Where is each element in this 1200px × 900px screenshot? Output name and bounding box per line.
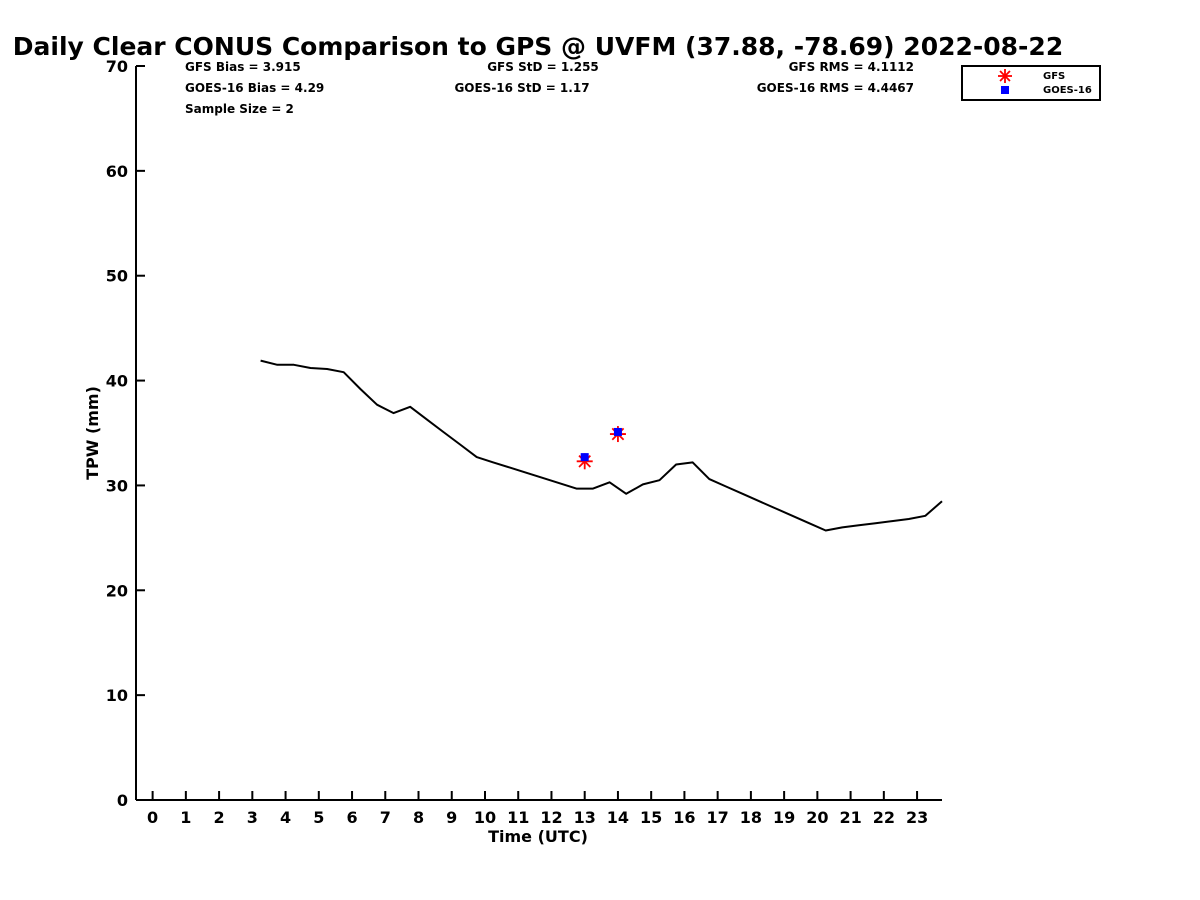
- legend-goes16-marker: [1001, 86, 1009, 94]
- x-tick-label: 19: [773, 808, 795, 827]
- x-tick-label: 14: [607, 808, 629, 827]
- x-tick-label: 6: [346, 808, 357, 827]
- gps-line: [260, 359, 943, 532]
- x-tick-label: 0: [147, 808, 158, 827]
- x-tick-label: 9: [446, 808, 457, 827]
- x-tick-label: 18: [740, 808, 762, 827]
- y-tick-label: 0: [117, 791, 128, 810]
- x-axis-label: Time (UTC): [488, 827, 588, 846]
- x-tick-label: 5: [313, 808, 324, 827]
- marker-series: [576, 426, 626, 470]
- x-tick-label: 17: [707, 808, 729, 827]
- x-tick-label: 4: [280, 808, 291, 827]
- legend-items: GFS GOES-16: [998, 69, 1092, 96]
- legend-gfs-marker: [998, 69, 1012, 83]
- axes: [135, 66, 942, 801]
- x-tick-label: 2: [214, 808, 225, 827]
- x-tick-label: 22: [873, 808, 895, 827]
- goes-std-stat: GOES-16 StD = 1.17: [454, 81, 589, 95]
- x-tick-label: 1: [180, 808, 191, 827]
- y-tick-label: 30: [106, 476, 128, 495]
- x-tick-label: 10: [474, 808, 496, 827]
- x-tick-label: 7: [380, 808, 391, 827]
- y-axis-label: TPW (mm): [83, 386, 102, 480]
- y-tick-label: 60: [106, 162, 128, 181]
- x-tick-label: 16: [673, 808, 695, 827]
- legend: GFS GOES-16: [961, 65, 1101, 101]
- y-tick-label: 70: [106, 57, 128, 76]
- goes16-point: [580, 453, 589, 462]
- y-tick-label: 10: [106, 686, 128, 705]
- x-tick-label: 15: [640, 808, 662, 827]
- x-tick-label: 23: [906, 808, 928, 827]
- axis-ticks: 0 1 2 3 4 5 6 7 8 9 10 11 12 13 14 15 16 17 18 19 20 21 22 2301…: [106, 57, 928, 827]
- gfs-bias-stat: GFS Bias = 3.915: [185, 60, 301, 74]
- gfs-std-stat: GFS StD = 1.255: [487, 60, 599, 74]
- y-tick-label: 20: [106, 581, 128, 600]
- x-tick-label: 21: [839, 808, 861, 827]
- legend-box: [961, 65, 1101, 101]
- gfs-rms-stat: GFS RMS = 4.1112: [789, 60, 914, 74]
- x-tick-label: 11: [507, 808, 529, 827]
- x-tick-label: 3: [247, 808, 258, 827]
- legend-gfs-label: GFS: [1043, 71, 1065, 82]
- x-tick-label: 13: [574, 808, 596, 827]
- goes16-point: [613, 427, 622, 436]
- gps-line-series: [260, 359, 943, 532]
- sample-size-stat: Sample Size = 2: [185, 102, 294, 116]
- y-tick-label: 50: [106, 267, 128, 286]
- goes-rms-stat: GOES-16 RMS = 4.4467: [757, 81, 914, 95]
- x-tick-label: 20: [806, 808, 828, 827]
- chart-title: Daily Clear CONUS Comparison to GPS @ UV…: [13, 32, 1063, 61]
- x-tick-label: 12: [540, 808, 562, 827]
- x-tick-label: 8: [413, 808, 424, 827]
- goes-bias-stat: GOES-16 Bias = 4.29: [185, 81, 324, 95]
- legend-goes16-label: GOES-16: [1043, 85, 1092, 96]
- y-tick-label: 40: [106, 372, 128, 391]
